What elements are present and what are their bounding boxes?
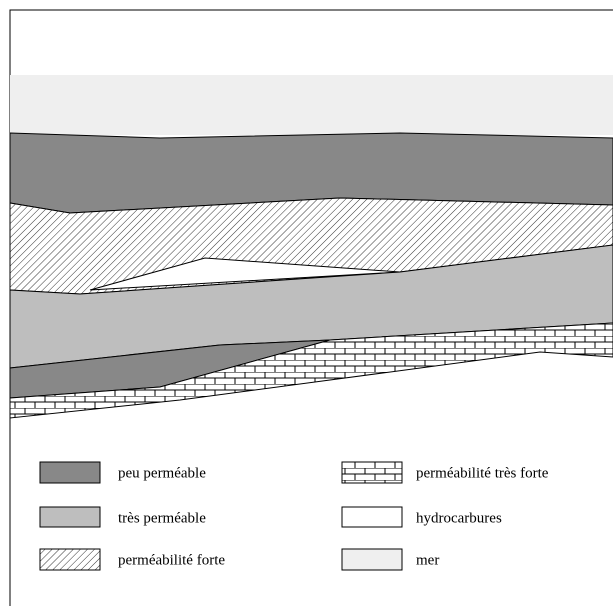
legend-label: perméabilité forte xyxy=(118,552,225,568)
sea xyxy=(10,75,613,135)
hydrocarbures-lens xyxy=(89,257,401,291)
legend-swatch xyxy=(341,461,403,484)
legend-swatch xyxy=(39,548,101,571)
legend-label: très perméable xyxy=(118,510,206,526)
legend-label: peu perméable xyxy=(118,465,206,481)
legend-label: hydrocarbures xyxy=(416,510,502,526)
legend-swatch xyxy=(39,461,101,484)
legend-label: perméabilité très forte xyxy=(416,465,549,481)
layer-tres-forte xyxy=(9,322,613,419)
legend-label: mer xyxy=(416,552,439,568)
legend-swatch xyxy=(341,548,403,571)
legend-swatch xyxy=(341,506,403,528)
legend-swatch xyxy=(39,506,101,528)
